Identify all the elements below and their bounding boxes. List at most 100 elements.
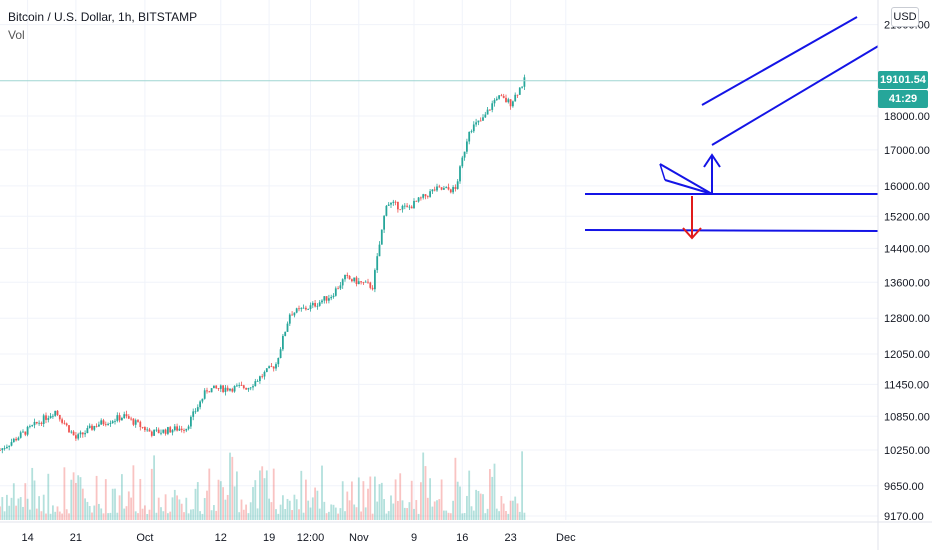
candle-body: [88, 425, 91, 429]
candle-body: [123, 414, 126, 418]
volume-bar: [482, 494, 484, 520]
candle-body: [125, 414, 128, 417]
candle-body: [369, 282, 372, 288]
volume-bar: [523, 512, 526, 520]
volume-bar: [484, 513, 487, 520]
volume-bar: [137, 513, 139, 520]
x-tick-label: Nov: [349, 532, 369, 544]
y-tick-label: 13600.00: [884, 277, 930, 289]
candle-body: [507, 99, 510, 103]
volume-bar: [6, 494, 8, 520]
candle-body: [387, 204, 390, 206]
volume-bar: [286, 498, 289, 520]
candle-body: [424, 194, 427, 197]
volume-bar: [486, 508, 489, 520]
y-tick-label: 11450.00: [884, 379, 929, 391]
volume-bar: [298, 509, 300, 520]
volume-bar: [215, 510, 218, 520]
volume-bar: [479, 493, 482, 520]
candle-body: [233, 385, 236, 392]
candle-body: [385, 205, 388, 216]
volume-bar: [332, 504, 335, 520]
candle-body: [275, 364, 277, 369]
candle-body: [150, 431, 153, 436]
chart-legend: Bitcoin / U.S. Dollar, 1h, BITSTAMP Vol: [8, 8, 197, 44]
volume-bar: [475, 489, 477, 520]
candle-body: [134, 420, 137, 425]
candle-body: [445, 187, 448, 189]
candle-body: [215, 385, 218, 389]
candle-body: [95, 425, 98, 427]
candle-body: [472, 124, 475, 132]
volume-bar: [75, 482, 77, 520]
triangle-left-edge: [659, 163, 666, 181]
volume-bar: [242, 509, 245, 520]
volume-bar: [348, 500, 351, 520]
candle-body: [341, 279, 344, 286]
volume-bar: [362, 481, 365, 520]
volume-bar: [291, 510, 293, 520]
candle-body: [502, 96, 505, 98]
candle-body: [162, 429, 165, 433]
volume-bar: [201, 513, 204, 520]
volume-bar: [206, 490, 208, 520]
volume-bar: [3, 511, 6, 520]
volume-bar: [47, 473, 50, 520]
candle-body: [523, 77, 526, 87]
volume-bar: [208, 468, 211, 520]
currency-button[interactable]: USD: [891, 7, 919, 27]
candle-body: [35, 421, 38, 424]
candle-body: [0, 450, 1, 451]
candle-body: [26, 426, 29, 435]
candle-body: [392, 201, 395, 203]
candle-body: [249, 387, 252, 389]
candle-body: [81, 432, 84, 435]
candle-body: [330, 296, 333, 299]
candle-body: [17, 437, 20, 441]
volume-bar: [93, 505, 96, 520]
volume-bar: [422, 452, 425, 520]
volume-bar: [390, 495, 392, 520]
candle-body: [463, 151, 466, 158]
candle-body: [194, 411, 197, 413]
candle-body: [6, 446, 8, 449]
volume-bar: [272, 468, 275, 520]
candle-body: [422, 194, 425, 198]
volume-bar: [91, 512, 93, 520]
volume-bar: [238, 512, 241, 520]
candle-body: [141, 427, 144, 428]
volume-bar: [38, 496, 40, 520]
volume-bar: [155, 512, 158, 520]
volume-bar: [229, 452, 231, 520]
candle-body: [217, 388, 220, 389]
candle-body: [91, 425, 93, 430]
candle-body: [111, 421, 114, 424]
volume-bar: [512, 500, 514, 520]
volume-bar: [171, 497, 174, 520]
volume-bar: [307, 500, 310, 520]
candle-body: [72, 431, 75, 436]
volume-bar: [314, 487, 316, 520]
volume-bar: [100, 508, 103, 520]
volume-bar: [355, 507, 358, 520]
candle-body: [484, 114, 487, 118]
candle-body: [353, 277, 356, 282]
candle-body: [256, 381, 259, 382]
volume-bar: [190, 509, 192, 520]
candle-body: [229, 388, 231, 391]
candle-body: [505, 97, 507, 103]
candle-body: [68, 425, 70, 433]
candle-body: [40, 422, 43, 424]
volume-bar: [45, 513, 47, 520]
volume-bar: [160, 507, 162, 520]
volume-bar: [252, 487, 254, 520]
volume-bar: [341, 481, 344, 520]
volume-bar: [385, 513, 388, 520]
volume-bar: [323, 501, 326, 520]
volume-bar: [454, 457, 457, 520]
candle-body: [291, 314, 293, 316]
volume-bar: [410, 480, 413, 520]
volume-bar: [144, 505, 146, 520]
